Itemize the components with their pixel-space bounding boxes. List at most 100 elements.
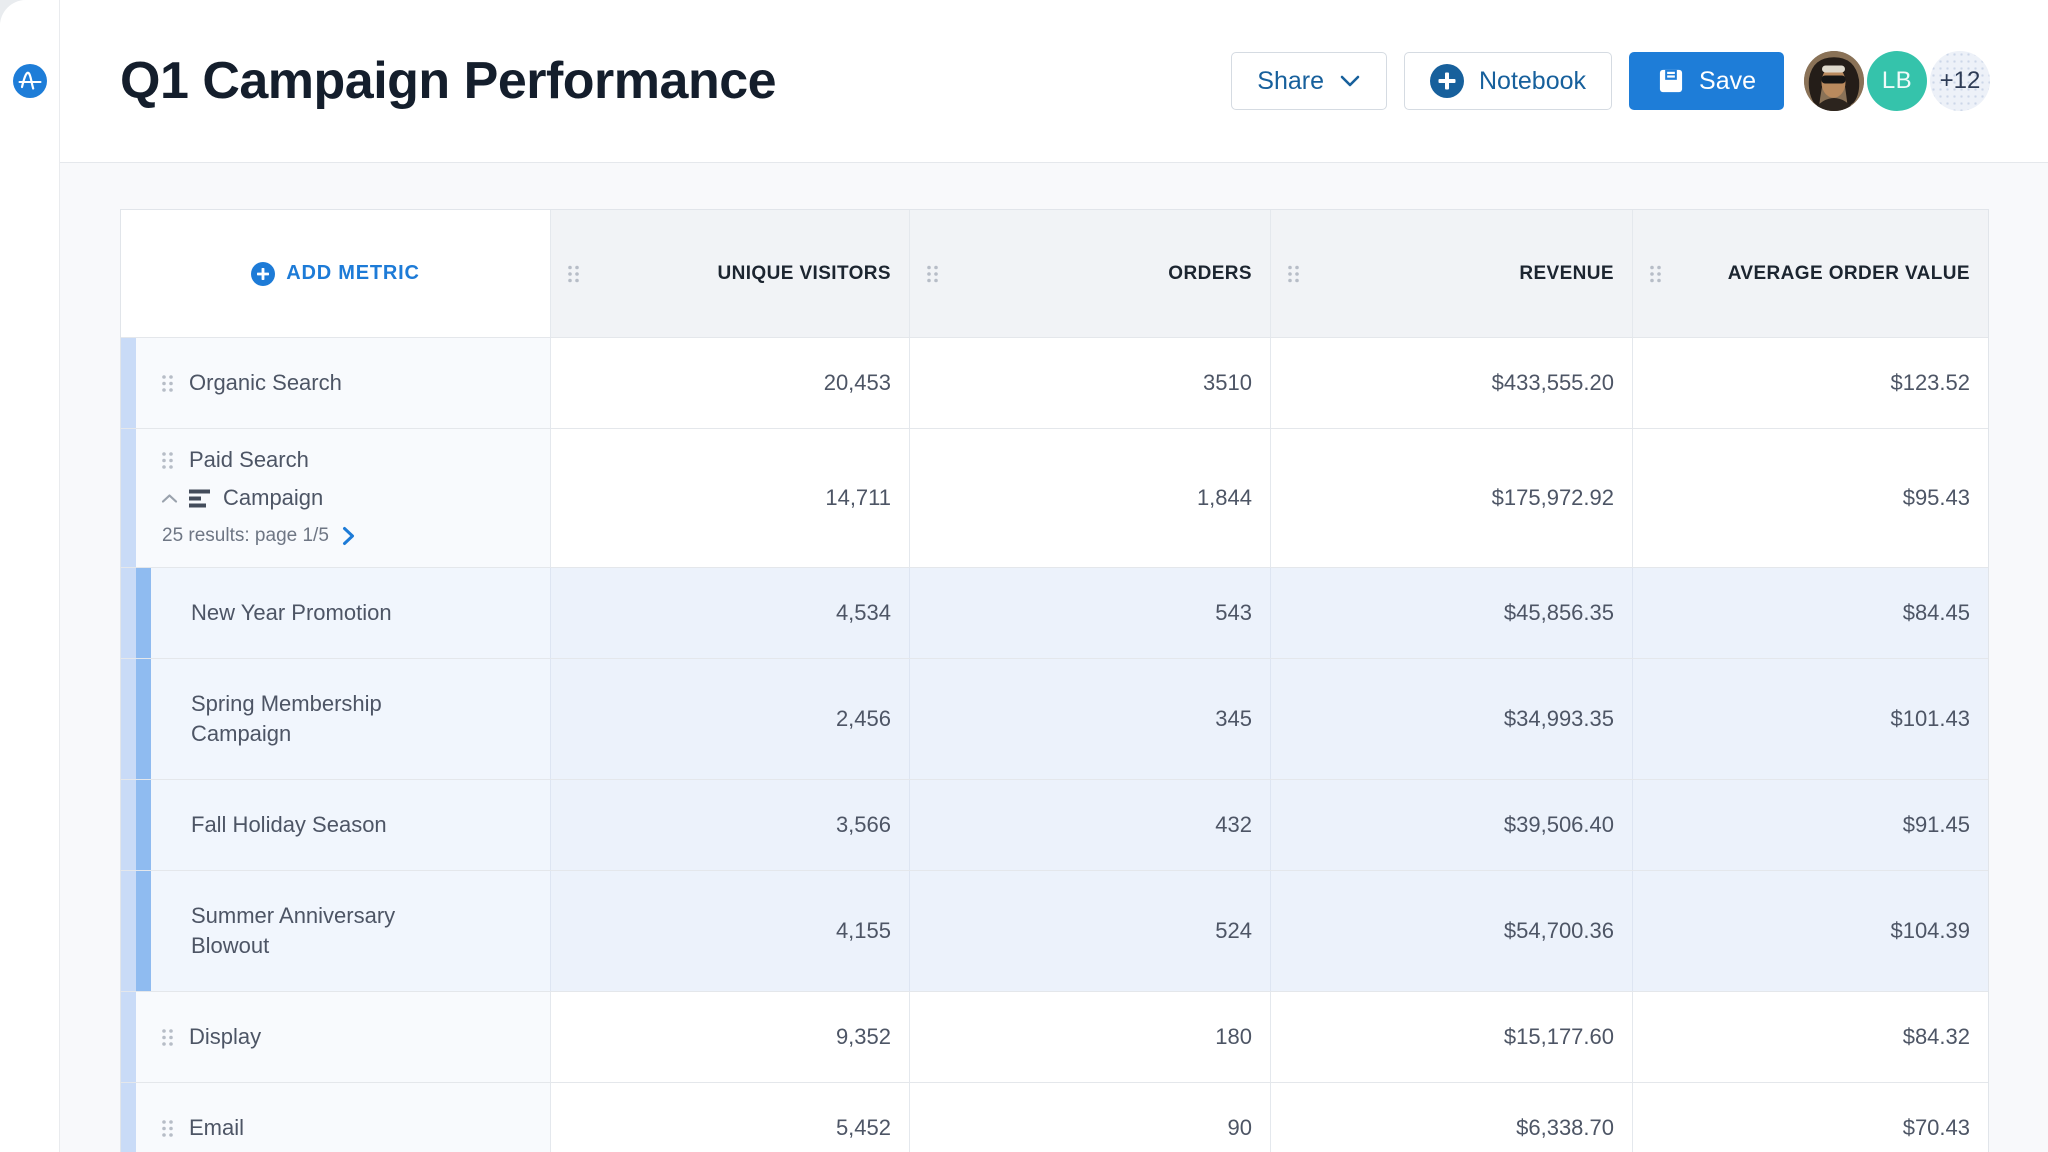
row-label-cell[interactable]: Display [121, 992, 550, 1082]
metric-value-cell: $45,856.35 [1270, 568, 1632, 658]
row-label-cell[interactable]: Spring Membership Campaign [121, 659, 550, 779]
floppy-disk-icon [1657, 67, 1685, 95]
metric-value: $433,555.20 [1491, 370, 1614, 395]
metric-value-cell: $84.32 [1632, 992, 1988, 1082]
drag-handle-icon[interactable] [567, 264, 580, 283]
metric-value: 90 [1227, 1115, 1252, 1140]
metric-value-cell: 3510 [909, 338, 1270, 428]
metric-value-cell: $6,338.70 [1270, 1083, 1632, 1152]
row-label: Email [189, 1115, 245, 1140]
metric-value: $104.39 [1890, 918, 1970, 943]
add-metric-button[interactable]: ADD METRIC [121, 210, 550, 337]
metric-value-cell: 1,844 [909, 429, 1270, 567]
metric-value: $54,700.36 [1503, 918, 1614, 943]
row-accent-bars [121, 429, 136, 567]
metric-value-cell: $84.45 [1632, 568, 1988, 658]
metric-value: 345 [1215, 706, 1252, 731]
row-accent-bars [121, 659, 151, 779]
metric-value: $84.32 [1902, 1024, 1970, 1049]
table-row: Paid Search Campaign 25 results: page 1/5 1… [121, 428, 1988, 567]
drag-handle-icon[interactable] [161, 1119, 174, 1138]
metric-value-cell: 9,352 [550, 992, 909, 1082]
metric-value: 1,844 [1196, 485, 1252, 510]
metric-value: $6,338.70 [1516, 1115, 1614, 1140]
metric-value-cell: 4,155 [550, 871, 909, 991]
row-label-cell[interactable]: Paid Search Campaign 25 results: page 1/5 [121, 429, 550, 567]
row-label-content: Fall Holiday Season [121, 780, 405, 870]
row-label-content: Spring Membership Campaign [121, 659, 447, 779]
accent-bar-medium [136, 780, 151, 870]
table-rows: Organic Search 20,453 3510 $433,555.20 $123.… [121, 337, 1988, 1152]
metric-value-cell: $95.43 [1632, 429, 1988, 567]
row-label-content: Email [121, 1083, 262, 1152]
drag-handle-icon[interactable] [926, 264, 939, 283]
drag-handle-icon[interactable] [1649, 264, 1662, 283]
metric-value-cell: $123.52 [1632, 338, 1988, 428]
metric-value: $95.43 [1902, 485, 1970, 510]
metric-value: 3,566 [835, 812, 891, 837]
column-header-unique-visitors[interactable]: UNIQUE VISITORS [550, 210, 909, 337]
metric-value-cell: $15,177.60 [1270, 992, 1632, 1082]
drag-handle-icon[interactable] [1287, 264, 1300, 283]
drag-handle-icon[interactable] [161, 1028, 174, 1047]
row-label-cell[interactable]: Organic Search [121, 338, 550, 428]
share-button[interactable]: Share [1231, 52, 1387, 110]
metric-value-cell: 4,534 [550, 568, 909, 658]
metric-value: 524 [1215, 918, 1252, 943]
metric-value-cell: $91.45 [1632, 780, 1988, 870]
notebook-button-label: Notebook [1478, 66, 1587, 95]
row-label: Campaign [223, 485, 324, 510]
user-avatar-initials[interactable]: LB [1867, 51, 1927, 111]
metric-value: 5,452 [835, 1115, 891, 1140]
row-label: Spring Membership Campaign [191, 691, 382, 746]
row-label-content: Organic Search [121, 338, 360, 428]
drag-handle-icon[interactable] [161, 374, 174, 393]
row-label-cell[interactable]: Fall Holiday Season [121, 780, 550, 870]
metric-value: $45,856.35 [1503, 600, 1614, 625]
row-label: Paid Search [189, 447, 309, 472]
metric-value: 9,352 [835, 1024, 891, 1049]
table-row: Organic Search 20,453 3510 $433,555.20 $123.… [121, 337, 1988, 428]
metric-value-cell: 3,566 [550, 780, 909, 870]
chevron-up-icon[interactable] [161, 493, 178, 504]
accent-bar-light [121, 338, 136, 428]
table-row: Email 5,452 90 $6,338.70 $70.43 [121, 1082, 1988, 1152]
metric-value: 3510 [1203, 370, 1252, 395]
user-avatar-photo[interactable] [1804, 51, 1864, 111]
avatar-overflow-badge[interactable]: +12 [1930, 51, 1990, 111]
metric-value-cell: 20,453 [550, 338, 909, 428]
column-header-revenue[interactable]: REVENUE [1270, 210, 1632, 337]
next-page-button[interactable] [342, 526, 355, 546]
notebook-button[interactable]: Notebook [1403, 52, 1613, 110]
row-label-cell[interactable]: Summer Anniversary Blowout [121, 871, 550, 991]
metric-value: $34,993.35 [1503, 706, 1614, 731]
metric-value: $101.43 [1890, 706, 1970, 731]
plus-circle-icon [251, 261, 276, 286]
metric-value: $175,972.92 [1491, 485, 1614, 510]
metric-value: 180 [1215, 1024, 1252, 1049]
row-label-content: Display [121, 992, 279, 1082]
metric-value-cell: 5,452 [550, 1083, 909, 1152]
row-label-content: New Year Promotion [121, 568, 410, 658]
chevron-down-icon [1339, 74, 1361, 88]
row-label: Summer Anniversary Blowout [191, 903, 396, 958]
metric-value: $91.45 [1902, 812, 1970, 837]
row-label-content: Paid Search Campaign 25 results: page 1/5 [121, 429, 373, 567]
column-header-average-order-value[interactable]: AVERAGE ORDER VALUE [1632, 210, 1988, 337]
amplitude-logo-icon[interactable] [13, 64, 47, 98]
row-label-content: Summer Anniversary Blowout [121, 871, 447, 991]
save-button[interactable]: Save [1629, 52, 1784, 110]
drag-handle-icon[interactable] [161, 451, 174, 470]
column-header-orders[interactable]: ORDERS [909, 210, 1270, 337]
row-pagination: 25 results: page 1/5 [161, 521, 355, 551]
row-accent-bars [121, 992, 136, 1082]
row-label-cell[interactable]: Email [121, 1083, 550, 1152]
bars-icon [189, 489, 212, 508]
avatar-group: LB +12 [1804, 51, 1990, 111]
plus-circle-icon [1429, 64, 1464, 98]
metric-value: 2,456 [835, 706, 891, 731]
row-label: Fall Holiday Season [191, 812, 387, 837]
row-label: New Year Promotion [191, 600, 392, 625]
row-label-cell[interactable]: New Year Promotion [121, 568, 550, 658]
